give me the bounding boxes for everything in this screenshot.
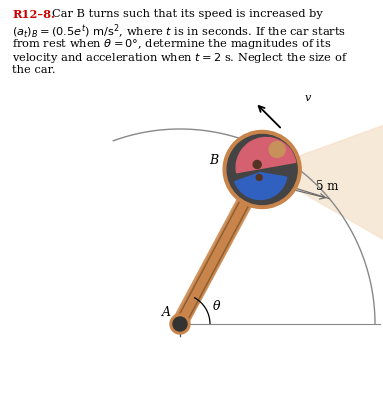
Text: velocity and acceleration when $t = 2$ s. Neglect the size of: velocity and acceleration when $t = 2$ s… [12, 51, 348, 65]
Circle shape [227, 134, 297, 204]
Circle shape [253, 160, 261, 168]
Text: v: v [304, 93, 310, 103]
Polygon shape [262, 113, 383, 252]
Text: A: A [162, 306, 171, 319]
Text: B: B [209, 154, 218, 168]
Circle shape [173, 317, 187, 331]
Text: $(a_t)_B = (0.5e^t)\ \mathrm{m/s^2}$, where $t$ is in seconds. If the car starts: $(a_t)_B = (0.5e^t)\ \mathrm{m/s^2}$, wh… [12, 23, 346, 41]
Circle shape [223, 130, 301, 209]
Circle shape [256, 174, 262, 180]
Text: 5 m: 5 m [316, 180, 338, 193]
Circle shape [170, 314, 190, 334]
Circle shape [269, 142, 285, 158]
Text: R12–8.: R12–8. [12, 9, 55, 20]
Wedge shape [236, 138, 296, 173]
Wedge shape [235, 172, 287, 200]
Text: Car B turns such that its speed is increased by: Car B turns such that its speed is incre… [52, 9, 323, 19]
Text: from rest when $\theta = 0°$, determine the magnitudes of its: from rest when $\theta = 0°$, determine … [12, 37, 331, 51]
Text: the car.: the car. [12, 65, 56, 75]
Text: θ: θ [213, 300, 220, 312]
